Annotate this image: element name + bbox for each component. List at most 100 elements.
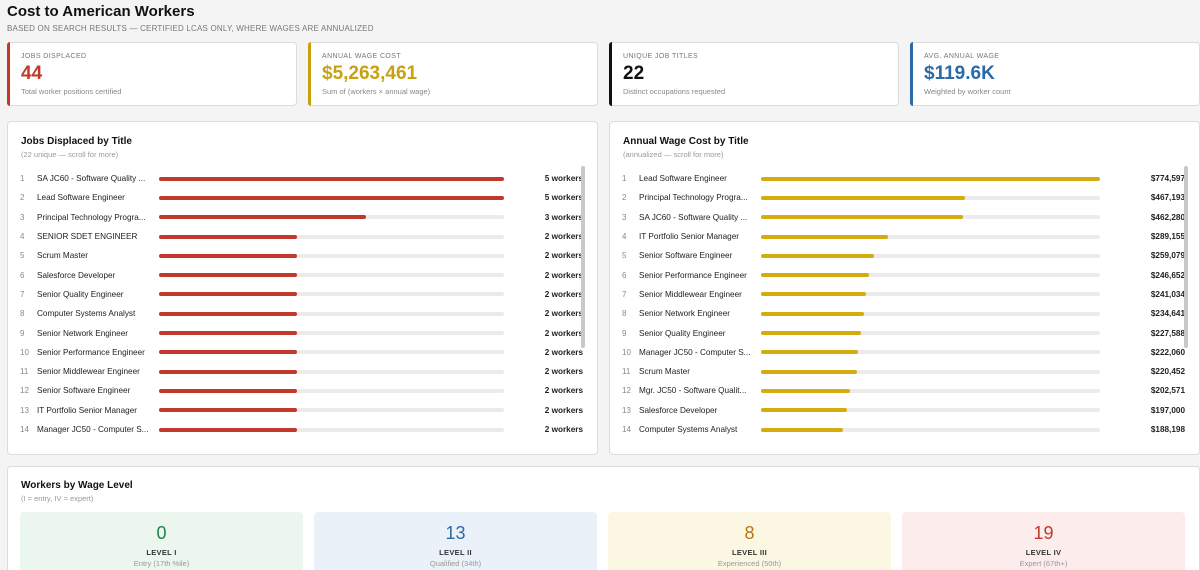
list-item: 4 IT Portfolio Senior Manager $289,155 [622,227,1185,246]
row-title: Mgr. JC50 - Software Qualit... [639,386,747,396]
wage-level-card: 19 LEVEL IV Expert (67th+) [902,512,1185,570]
row-title: Senior Middlewear Engineer [37,367,140,377]
row-index: 3 [20,212,25,222]
wage-level-card: 8 LEVEL III Experienced (50th) [608,512,891,570]
row-value: 2 workers [544,309,583,319]
bar-track [761,350,1100,355]
bar-fill [159,176,504,181]
bar-track [159,273,504,278]
row-index: 9 [622,328,627,338]
row-title: Scrum Master [639,367,690,377]
bar-track [159,427,504,432]
stat-label: JOBS DISPLACED [21,53,87,60]
bar-fill [761,176,1100,181]
row-index: 7 [20,289,25,299]
list-item: 11 Senior Middlewear Engineer 2 workers [20,362,583,381]
panel-subtitle: (I = entry, IV = expert) [21,494,94,503]
row-index: 5 [20,251,25,261]
row-title: Lead Software Engineer [639,174,727,184]
list-item: 7 Senior Quality Engineer 2 workers [20,285,583,304]
row-value: $222,060 [1150,347,1185,357]
row-index: 14 [20,425,29,434]
bar-fill [159,273,297,278]
bar-track [159,234,504,239]
bar-track [159,408,504,413]
row-index: 8 [622,309,627,319]
stat-label: ANNUAL WAGE COST [322,53,402,60]
list-item: 12 Senior Software Engineer 2 workers [20,381,583,400]
panel-subtitle: (22 unique — scroll for more) [21,150,119,159]
bar-fill [159,215,366,220]
row-value: $202,571 [1150,386,1185,396]
bar-fill [761,234,888,239]
row-index: 3 [622,212,627,222]
row-title: Senior Quality Engineer [639,328,726,338]
wage-level-panel: Workers by Wage Level (I = entry, IV = e… [7,466,1200,570]
row-value: $188,198 [1150,425,1185,434]
level-name: LEVEL IV [1025,548,1062,557]
row-title: Manager JC50 - Computer S... [37,425,149,434]
list-item: 1 Lead Software Engineer $774,597 [622,169,1185,188]
row-title: Senior Network Engineer [639,309,731,319]
row-value: 5 workers [544,174,583,184]
bar-fill [761,195,966,200]
row-index: 9 [20,328,25,338]
bar-track [159,369,504,374]
stat-value: $119.6K [924,63,995,84]
row-value: 2 workers [544,386,583,396]
list-item: 6 Senior Performance Engineer $246,652 [622,265,1185,284]
level-description: Expert (67th+) [1019,559,1068,568]
row-title: Lead Software Engineer [37,193,125,203]
wage-cost-list[interactable]: 1 Lead Software Engineer $774,597 2 Principa… [622,169,1185,444]
level-count: 19 [1033,523,1054,543]
row-title: Senior Network Engineer [37,328,129,338]
bar-fill [159,292,297,297]
bar-fill [761,273,869,278]
bar-fill [761,408,848,413]
stat-note: Sum of (workers × annual wage) [322,87,431,96]
level-name: LEVEL I [146,548,177,557]
row-value: 2 workers [544,367,583,377]
stat-card-jobs-displaced: JOBS DISPLACED 44 Total worker positions… [7,42,297,106]
row-value: 2 workers [544,347,583,357]
row-index: 13 [622,405,631,415]
level-name: LEVEL III [731,548,768,557]
bar-track [159,311,504,316]
stat-card-unique-job-titles: UNIQUE JOB TITLES 22 Distinct occupation… [609,42,899,106]
bar-fill [159,234,297,239]
bar-track [761,331,1100,336]
bar-track [761,369,1100,374]
list-item: 6 Salesforce Developer 2 workers [20,265,583,284]
row-index: 2 [622,193,627,203]
stat-card-avg-annual-wage: AVG. ANNUAL WAGE $119.6K Weighted by wor… [910,42,1200,106]
list-item: 3 Principal Technology Progra... 3 workers [20,208,583,227]
list-item: 13 IT Portfolio Senior Manager 2 workers [20,401,583,420]
row-title: Salesforce Developer [639,405,718,415]
bar-fill [761,311,864,316]
row-value: $227,588 [1150,328,1185,338]
stat-note: Total worker positions certified [21,87,122,96]
list-item: 14 Computer Systems Analyst $188,198 [622,420,1185,439]
list-item: 2 Lead Software Engineer 5 workers [20,188,583,207]
panel-title: Jobs Displaced by Title [21,136,132,147]
row-value: $246,652 [1150,270,1185,280]
row-value: $241,034 [1150,289,1185,299]
list-item: 4 SENIOR SDET ENGINEER 2 workers [20,227,583,246]
list-item: 2 Principal Technology Progra... $467,193 [622,188,1185,207]
panel-subtitle: (annualized — scroll for more) [623,150,724,159]
level-count: 13 [445,523,466,543]
row-index: 14 [622,425,631,434]
row-title: SENIOR SDET ENGINEER [37,232,138,242]
row-value: $234,641 [1150,309,1185,319]
bar-track [761,195,1100,200]
level-description: Qualified (34th) [429,559,482,568]
scrollbar-thumb[interactable] [581,166,585,348]
page-header: Cost to American Workers BASED ON SEARCH… [7,3,374,33]
row-index: 1 [622,174,627,184]
bar-fill [159,331,297,336]
jobs-displaced-list[interactable]: 1 SA JC60 - Software Quality ... 5 workers… [20,169,583,444]
bar-fill [761,331,861,336]
row-value: 3 workers [544,212,583,222]
row-title: SA JC60 - Software Quality ... [639,212,748,222]
scrollbar-thumb[interactable] [1184,166,1188,348]
